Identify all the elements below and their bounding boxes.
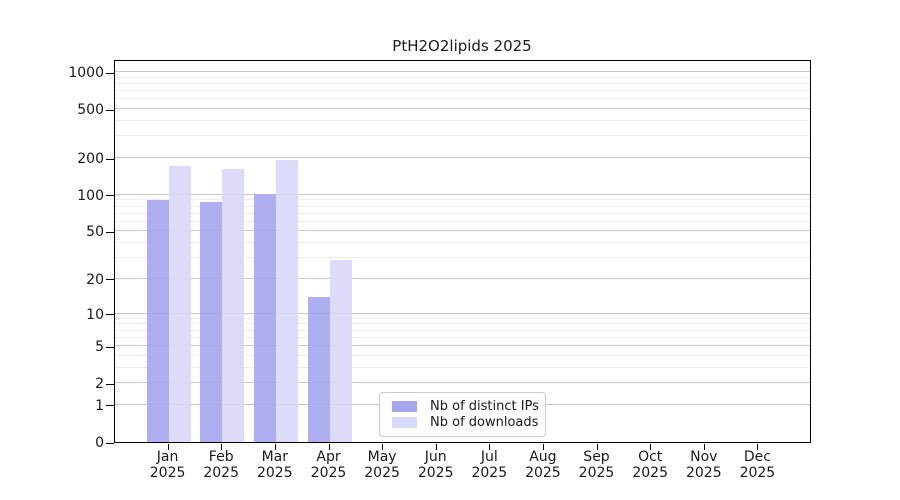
y-gridline-major-50	[115, 230, 810, 232]
bar-nb-of-downloads-apr	[329, 259, 352, 442]
y-tick-10	[106, 314, 114, 316]
y-tick-50	[106, 231, 114, 233]
x-tick-may	[382, 444, 384, 450]
y-gridline-minor-80	[115, 205, 810, 207]
y-tick-label-2: 2	[95, 376, 104, 393]
y-tick-label-10: 10	[86, 306, 104, 323]
x-tick-label-jun: Jun 2025	[417, 449, 454, 481]
x-tick-dec	[757, 444, 759, 450]
y-gridline-minor-3	[115, 366, 810, 368]
x-tick-label-mar: Mar 2025	[256, 449, 293, 481]
y-tick-label-100: 100	[77, 187, 104, 204]
y-tick-1	[106, 405, 114, 407]
y-tick-label-20: 20	[86, 271, 104, 288]
y-gridline-minor-700	[115, 90, 810, 92]
x-tick-jul	[489, 444, 491, 450]
legend-swatch-downloads	[392, 417, 417, 429]
x-tick-feb	[221, 444, 223, 450]
y-gridline-minor-90	[115, 199, 810, 201]
x-tick-mar	[274, 444, 276, 450]
x-tick-oct	[650, 444, 652, 450]
y-tick-1000	[106, 72, 114, 74]
bar-nb-of-distinct-ips-mar	[253, 193, 276, 442]
y-tick-2	[106, 383, 114, 385]
y-tick-100	[106, 195, 114, 197]
x-tick-label-feb: Feb 2025	[203, 449, 240, 481]
y-gridline-major-500	[115, 108, 810, 110]
legend-label-downloads: Nb of downloads	[430, 415, 539, 431]
bar-nb-of-distinct-ips-apr	[307, 297, 330, 442]
y-gridline-major-1000	[115, 71, 810, 72]
bar-nb-of-distinct-ips-feb	[200, 202, 223, 442]
y-gridline-minor-7	[115, 329, 810, 331]
y-gridline-minor-8	[115, 323, 810, 325]
y-gridline-minor-30	[115, 257, 810, 259]
x-tick-label-jul: Jul 2025	[471, 449, 508, 481]
y-gridline-minor-40	[115, 242, 810, 244]
x-tick-sep	[596, 444, 598, 450]
y-tick-0	[106, 442, 114, 444]
y-gridline-minor-800	[115, 82, 810, 84]
y-gridline-minor-900	[115, 76, 810, 78]
y-gridline-minor-400	[115, 120, 810, 121]
y-tick-label-200: 200	[77, 151, 104, 167]
legend-row-downloads: Nb of downloads	[388, 415, 539, 431]
y-gridline-major-2	[115, 382, 810, 384]
x-tick-jun	[435, 444, 437, 450]
y-gridline-minor-70	[115, 212, 810, 214]
legend-label-distinct-ips: Nb of distinct IPs	[430, 398, 539, 414]
y-tick-20	[106, 279, 114, 281]
y-gridline-minor-600	[115, 98, 810, 100]
y-tick-label-50: 50	[86, 224, 104, 241]
bar-nb-of-downloads-mar	[275, 160, 298, 442]
y-gridline-minor-6	[115, 336, 810, 338]
y-tick-label-1: 1	[95, 397, 104, 414]
y-tick-label-5: 5	[95, 339, 104, 355]
legend: Nb of distinct IPs Nb of downloads	[379, 392, 546, 437]
y-gridline-minor-4	[115, 354, 810, 356]
bar-nb-of-downloads-feb	[222, 168, 245, 442]
chart-title: PtH2O2lipids 2025	[392, 37, 532, 55]
x-tick-jan	[167, 444, 169, 450]
x-tick-label-apr: Apr 2025	[310, 449, 347, 481]
x-tick-aug	[542, 444, 544, 450]
x-tick-nov	[703, 444, 705, 450]
legend-swatch-distinct-ips	[392, 400, 417, 412]
y-tick-5	[106, 346, 114, 348]
x-tick-label-sep: Sep 2025	[578, 449, 615, 481]
y-gridline-major-200	[115, 157, 810, 158]
x-tick-label-jan: Jan 2025	[149, 449, 186, 481]
y-gridline-major-20	[115, 277, 810, 279]
x-tick-label-nov: Nov 2025	[685, 449, 722, 481]
plot-area: Nb of distinct IPs Nb of downloads	[114, 60, 811, 443]
bar-nb-of-distinct-ips-jan	[146, 199, 169, 442]
x-tick-label-aug: Aug 2025	[525, 449, 561, 481]
y-gridline-minor-9	[115, 317, 810, 319]
y-tick-label-500: 500	[77, 102, 104, 119]
legend-row-distinct-ips: Nb of distinct IPs	[388, 398, 539, 414]
y-gridline-major-100	[115, 193, 810, 195]
x-tick-label-may: May 2025	[364, 449, 400, 481]
y-gridline-major-5	[115, 345, 810, 346]
y-tick-500	[106, 109, 114, 111]
bar-nb-of-downloads-jan	[168, 166, 191, 442]
y-gridline-major-10	[115, 312, 810, 314]
x-tick-apr	[328, 444, 330, 450]
x-tick-label-dec: Dec 2025	[739, 449, 776, 481]
x-tick-label-oct: Oct 2025	[632, 449, 669, 481]
y-gridline-minor-60	[115, 220, 810, 222]
y-tick-200	[106, 158, 114, 160]
y-tick-label-0: 0	[95, 435, 104, 451]
y-gridline-minor-300	[115, 135, 810, 137]
y-tick-label-1000: 1000	[68, 65, 104, 81]
